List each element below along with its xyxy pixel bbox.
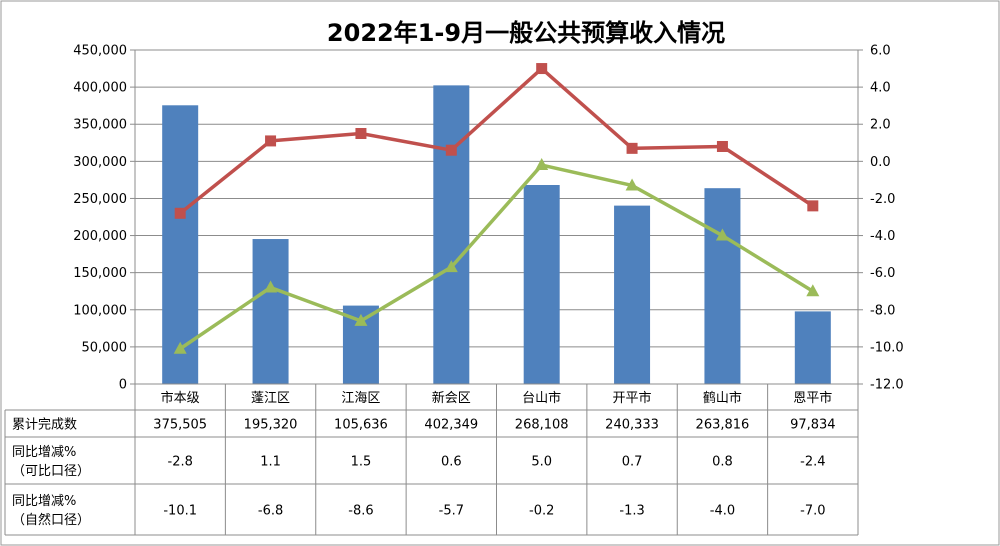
- bar: [162, 105, 199, 385]
- x-tick-label: 江海区: [341, 391, 380, 406]
- y-right-tick-label: -2.0: [870, 192, 895, 207]
- data-label: -7.0: [800, 504, 825, 519]
- line-point: [355, 128, 367, 139]
- y-left-tick-label: 0: [119, 378, 127, 393]
- data-label: 97,834: [790, 418, 836, 433]
- line-point: [535, 158, 549, 171]
- data-label: 0.6: [441, 455, 462, 470]
- y-left-tick-label: 450,000: [73, 44, 127, 59]
- bar: [704, 188, 741, 384]
- x-tick-label: 台山市: [522, 390, 561, 406]
- legend-entry: 同比增减%: [12, 494, 76, 509]
- bar: [433, 85, 470, 385]
- line-point: [625, 178, 639, 191]
- line-point: [354, 313, 368, 326]
- y-left-tick-label: 150,000: [73, 266, 127, 281]
- data-label: 0.7: [622, 455, 643, 470]
- bar: [794, 311, 831, 384]
- data-label: 195,320: [244, 418, 298, 433]
- legend-entry: （可比口径）: [12, 464, 90, 479]
- data-label: 1.1: [260, 455, 281, 470]
- line-series: [173, 63, 820, 354]
- data-label: 0.8: [712, 455, 733, 470]
- data-label: -4.0: [710, 504, 735, 519]
- y-right-tick-label: 0.0: [870, 155, 891, 170]
- y-left-tick-label: 200,000: [73, 229, 127, 244]
- x-tick-label: 蓬江区: [251, 391, 290, 406]
- data-label: -6.8: [258, 504, 283, 519]
- data-label: -5.7: [439, 504, 464, 519]
- data-label: 105,636: [334, 418, 388, 433]
- data-label: 1.5: [351, 455, 372, 470]
- x-tick-label: 鹤山市: [703, 390, 742, 406]
- line-point: [174, 207, 186, 219]
- bar: [523, 185, 560, 384]
- data-label: -1.3: [619, 504, 644, 519]
- x-tick-label: 开平市: [613, 390, 652, 406]
- y-right-tick-label: -10.0: [870, 340, 904, 355]
- data-label: -2.8: [168, 455, 193, 470]
- y-right-tick-label: -8.0: [870, 303, 895, 318]
- x-tick-label: 市本级: [161, 390, 200, 406]
- series-line: [179, 66, 814, 215]
- bar: [252, 239, 289, 384]
- chart-title: 2022年1-9月一般公共预算收入情况: [327, 19, 725, 47]
- line-point: [715, 228, 729, 241]
- y-left-tick-label: 100,000: [73, 303, 127, 318]
- y-left-tick-label: 400,000: [73, 81, 127, 96]
- data-label: 375,505: [153, 418, 207, 433]
- data-label: -2.4: [800, 455, 825, 470]
- data-label: 5.0: [531, 455, 552, 470]
- y-right-tick-label: -12.0: [870, 378, 904, 393]
- x-tick-label: 恩平市: [793, 390, 832, 406]
- data-label: 263,816: [696, 418, 750, 433]
- line-point: [444, 260, 458, 273]
- data-label: 268,108: [515, 418, 569, 433]
- data-label: 402,349: [424, 418, 478, 433]
- line-point: [806, 284, 820, 297]
- line-point: [807, 200, 819, 212]
- legend-entry: （自然口径）: [12, 512, 90, 528]
- y-left-tick-label: 300,000: [73, 155, 127, 170]
- series-line: [179, 163, 814, 351]
- y-left-tick-label: 350,000: [73, 118, 127, 133]
- x-tick-label: 新会区: [432, 390, 471, 406]
- y-right-tick-label: -6.0: [870, 266, 895, 281]
- y-left-tick-label: 50,000: [82, 340, 128, 355]
- y-right-tick-label: 6.0: [870, 44, 891, 59]
- line-point: [445, 144, 457, 156]
- line-point: [264, 280, 278, 293]
- data-label: -8.6: [348, 504, 373, 519]
- bar-series: [162, 85, 831, 385]
- data-label: -0.2: [529, 504, 554, 519]
- legend-entry: 累计完成数: [12, 418, 77, 433]
- legend-entry: 同比增减%: [12, 445, 76, 460]
- y-left-tick-label: 250,000: [73, 192, 127, 207]
- y-right-tick-label: 2.0: [870, 118, 891, 133]
- line-point: [626, 142, 638, 154]
- line-point: [716, 140, 728, 152]
- line-point: [536, 63, 548, 75]
- data-label: -10.1: [163, 504, 197, 519]
- line-point: [265, 135, 277, 147]
- data-label: 240,333: [605, 418, 659, 433]
- line-point: [173, 341, 187, 354]
- axes: 450,000 400,000 350,000 300,000 250,000 200,0…: [73, 44, 904, 535]
- bar: [614, 205, 651, 384]
- y-right-tick-label: -4.0: [870, 229, 895, 244]
- y-right-tick-label: 4.0: [870, 81, 891, 96]
